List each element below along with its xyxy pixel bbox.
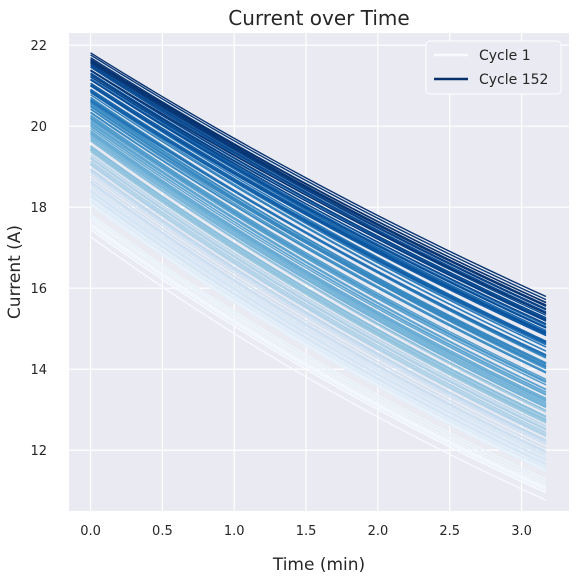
y-tick-label: 14 (30, 363, 47, 378)
series-line-cycle-64 (90, 146, 547, 418)
series-line-cycle-63 (90, 148, 547, 421)
chart-title: Current over Time (228, 6, 409, 30)
series-line-cycle-82 (90, 127, 547, 396)
series-line-cycle-91 (90, 117, 547, 382)
series-line-cycle-78 (90, 129, 547, 399)
series-line-cycle-29 (90, 183, 547, 454)
series-line-cycle-1 (90, 228, 547, 494)
series-line-cycle-85 (90, 118, 547, 386)
series-line-cycle-88 (90, 114, 547, 380)
series-line-cycle-41 (90, 156, 547, 429)
series-line-cycle-51 (90, 160, 547, 434)
series-line-cycle-31 (90, 174, 547, 446)
series-line-cycle-99 (90, 102, 547, 364)
series-line-cycle-33 (90, 177, 547, 449)
series-line-cycle-79 (90, 131, 547, 401)
series-line-cycle-49 (90, 162, 547, 436)
series-line-cycle-19 (90, 199, 547, 469)
series-line-cycle-141 (90, 62, 547, 311)
series-line-cycle-57 (90, 151, 547, 424)
y-tick-label: 12 (30, 444, 47, 459)
series-line-cycle-17 (90, 201, 547, 470)
x-tick-label: 0.5 (152, 524, 173, 539)
series-line-cycle-129 (90, 82, 547, 333)
series-line-cycle-72 (90, 136, 547, 407)
series-line-cycle-28 (90, 189, 547, 461)
series-line-cycle-76 (90, 132, 547, 402)
series-line-cycle-3 (90, 224, 547, 490)
series-line-cycle-123 (90, 90, 547, 343)
series-line-cycle-113 (90, 100, 547, 356)
series-line-cycle-92 (90, 108, 547, 373)
series-line-cycle-26 (90, 186, 547, 456)
x-tick-label: 2.5 (439, 524, 460, 539)
series-line-cycle-152 (90, 58, 547, 304)
y-tick-label: 16 (30, 282, 47, 297)
x-tick-label: 1.5 (296, 524, 317, 539)
series-line-cycle-7 (90, 224, 547, 491)
series-line-cycle-8 (90, 219, 547, 486)
x-tick-labels: 0.0 0.5 1.0 1.5 2.0 2.5 3.0 (80, 524, 532, 539)
series-line-cycle-27 (90, 194, 547, 465)
series-line-cycle-56 (90, 147, 547, 420)
series-line-cycle-38 (90, 169, 547, 442)
series-line-cycle-35 (90, 171, 547, 444)
x-tick-label: 3.0 (511, 524, 532, 539)
series-line-cycle-98 (90, 112, 547, 374)
series-line-cycle-103 (90, 105, 547, 365)
series-line-cycle-139 (90, 75, 547, 325)
series-line-cycle-24 (90, 196, 547, 466)
x-axis-title: Time (min) (272, 555, 365, 575)
series-line-cycle-136 (90, 79, 547, 329)
series-line-cycle-107 (90, 94, 547, 352)
series-line-cycle-65 (90, 145, 547, 417)
series-line-cycle-83 (90, 123, 547, 391)
series-line-cycle-2 (90, 236, 547, 501)
series-line-cycle-147 (90, 54, 547, 301)
series-lines (90, 52, 547, 501)
series-line-cycle-39 (90, 162, 547, 435)
series-line-cycle-14 (90, 198, 547, 467)
series-line-cycle-124 (90, 91, 547, 344)
series-line-cycle-133 (90, 84, 547, 335)
series-line-cycle-140 (90, 70, 547, 319)
series-line-cycle-12 (90, 215, 547, 483)
series-line-cycle-144 (90, 73, 547, 321)
series-line-cycle-67 (90, 139, 547, 412)
y-tick-label: 22 (30, 39, 47, 54)
series-line-cycle-138 (90, 63, 547, 313)
y-tick-labels: 12 14 16 18 20 22 (30, 39, 47, 459)
series-line-cycle-149 (90, 61, 547, 307)
y-tick-label: 20 (30, 120, 47, 135)
y-axis-title: Current (A) (5, 225, 25, 319)
series-line-cycle-50 (90, 157, 547, 431)
series-line-cycle-34 (90, 180, 547, 453)
series-line-cycle-43 (90, 168, 547, 441)
series-line-cycle-42 (90, 164, 547, 438)
series-line-cycle-127 (90, 85, 547, 337)
x-tick-label: 0.0 (80, 524, 101, 539)
series-line-cycle-125 (90, 76, 547, 328)
series-line-cycle-150 (90, 52, 547, 298)
series-line-cycle-148 (90, 60, 547, 306)
series-line-cycle-73 (90, 138, 547, 409)
series-line-cycle-102 (90, 108, 547, 368)
legend-label-cycle-1: Cycle 1 (479, 48, 531, 64)
series-line-cycle-15 (90, 204, 547, 473)
series-line-cycle-45 (90, 154, 547, 427)
series-line-cycle-151 (90, 69, 547, 314)
y-tick-label: 18 (30, 201, 47, 216)
legend: Cycle 1 Cycle 152 (425, 40, 562, 95)
x-tick-label: 2.0 (368, 524, 389, 539)
legend-label-cycle-152: Cycle 152 (479, 72, 548, 88)
series-line-cycle-84 (90, 125, 547, 393)
series-line-cycle-22 (90, 188, 547, 458)
series-line-cycle-5 (90, 222, 547, 488)
x-tick-label: 1.0 (224, 524, 245, 539)
series-line-cycle-9 (90, 213, 547, 480)
series-line-cycle-74 (90, 133, 547, 404)
